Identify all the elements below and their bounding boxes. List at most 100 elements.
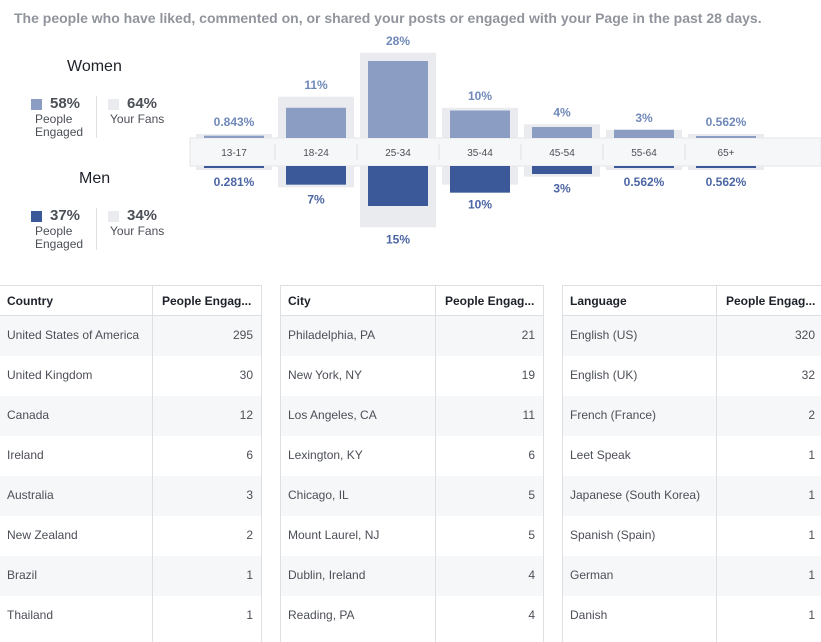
row-name-cell: Ireland <box>7 448 44 462</box>
women-title: Women <box>67 58 122 75</box>
row-name-cell: English (US) <box>570 328 638 342</box>
women-value-label: 28% <box>386 34 410 48</box>
row-name-cell: Reading, PA <box>288 608 355 622</box>
table-header: City People Engag... <box>281 286 543 316</box>
age-category-label: 45-54 <box>549 148 575 159</box>
row-value-cell: 295 <box>232 328 253 342</box>
table-header: Language People Engag... <box>563 286 821 316</box>
table-body: English (US) 320 English (UK) 32 French (Fra… <box>563 316 821 636</box>
table-row: Danish 1 <box>563 596 821 636</box>
row-value-cell: 6 <box>528 448 535 462</box>
women-value-label: 11% <box>304 78 328 92</box>
column-header-country[interactable]: Country <box>7 294 53 308</box>
row-value-cell: 4 <box>528 608 535 622</box>
men-value-label: 0.562% <box>624 175 665 189</box>
row-name-cell: New York, NY <box>288 368 363 382</box>
table-row: United Kingdom 30 <box>0 356 261 396</box>
men-value-label: 7% <box>307 192 325 206</box>
row-value-cell: 5 <box>528 488 535 502</box>
row-value-cell: 3 <box>246 488 253 502</box>
row-name-cell: Los Angeles, CA <box>288 408 377 422</box>
row-name-cell: Dublin, Ireland <box>288 568 366 582</box>
row-name-cell: Leet Speak <box>570 448 631 462</box>
women-value-label: 0.562% <box>706 115 747 129</box>
row-name-cell: Japanese (South Korea) <box>570 488 701 502</box>
men-engaged-bar <box>614 166 674 168</box>
table-header: Country People Engag... <box>0 286 261 316</box>
table-row: English (UK) 32 <box>563 356 821 396</box>
men-fans-label: Your Fans <box>110 224 165 238</box>
column-header-city[interactable]: City <box>288 294 311 308</box>
men-value-label: 3% <box>553 182 571 196</box>
table-row: New York, NY 19 <box>281 356 543 396</box>
age-axis-strip <box>189 137 821 167</box>
row-value-cell: 12 <box>239 408 253 422</box>
men-engaged-stat: 37% People Engaged <box>31 207 101 253</box>
women-engaged-bar <box>450 110 510 138</box>
table-row: Reading, PA 4 <box>281 596 543 636</box>
column-header-people-engaged[interactable]: People Engag... <box>445 294 535 308</box>
men-value-label: 0.281% <box>214 175 255 189</box>
table-row: German 1 <box>563 556 821 596</box>
row-name-cell: Spanish (Spain) <box>570 528 656 542</box>
men-fans-swatch <box>108 211 119 222</box>
row-name-cell: Danish <box>570 608 608 622</box>
row-value-cell: 1 <box>808 528 815 542</box>
age-category-label: 35-44 <box>467 148 493 159</box>
men-engaged-bar <box>450 166 510 193</box>
men-divider <box>96 208 97 250</box>
row-name-cell: Canada <box>7 408 50 422</box>
row-value-cell: 1 <box>246 568 253 582</box>
table-row: Chicago, IL 5 <box>281 476 543 516</box>
row-value-cell: 6 <box>246 448 253 462</box>
column-header-people-engaged[interactable]: People Engag... <box>726 294 816 308</box>
row-value-cell: 30 <box>239 368 253 382</box>
country-table: Country People Engag... United States of A… <box>0 285 262 642</box>
men-value-label: 10% <box>468 198 492 212</box>
row-value-cell: 4 <box>528 568 535 582</box>
age-category-label: 18-24 <box>303 148 329 159</box>
table-row: New Zealand 2 <box>0 516 261 556</box>
table-row: Mount Laurel, NJ 5 <box>281 516 543 556</box>
women-fans-label: Your Fans <box>110 112 165 126</box>
row-value-cell: 1 <box>808 448 815 462</box>
row-value-cell: 21 <box>521 328 535 342</box>
men-fans-stat: 34% Your Fans <box>108 207 178 253</box>
women-divider <box>96 96 97 138</box>
column-header-people-engaged[interactable]: People Engag... <box>162 294 252 308</box>
row-value-cell: 1 <box>808 488 815 502</box>
table-row: Dublin, Ireland 4 <box>281 556 543 596</box>
row-value-cell: 1 <box>808 568 815 582</box>
table-row: United States of America 295 <box>0 316 261 356</box>
table-row: Lexington, KY 6 <box>281 436 543 476</box>
row-value-cell: 11 <box>522 408 535 422</box>
row-name-cell: Brazil <box>7 568 38 582</box>
men-engaged-swatch <box>31 211 42 222</box>
language-table: Language People Engag... English (US) 320 En… <box>562 285 821 642</box>
row-name-cell: Australia <box>7 488 54 502</box>
table-row: English (US) 320 <box>563 316 821 356</box>
table-row: Los Angeles, CA 11 <box>281 396 543 436</box>
age-category-label: 13-17 <box>221 148 247 159</box>
row-value-cell: 1 <box>246 608 253 622</box>
row-value-cell: 32 <box>801 368 815 382</box>
men-engaged-bar <box>204 166 264 168</box>
women-engaged-stat: 58% People Engaged <box>31 95 101 141</box>
row-value-cell: 2 <box>246 528 253 542</box>
men-engaged-bar <box>532 166 592 174</box>
column-divider <box>716 286 717 642</box>
women-engaged-bar <box>286 107 346 138</box>
women-value-label: 0.843% <box>214 115 255 129</box>
row-name-cell: German <box>570 568 614 582</box>
table-row: Canada 12 <box>0 396 261 436</box>
women-engaged-bar <box>368 61 428 138</box>
column-divider <box>435 286 436 642</box>
table-row: Australia 3 <box>0 476 261 516</box>
women-fans-pct: 64% <box>127 95 158 112</box>
row-value-cell: 19 <box>521 368 535 382</box>
age-category-label: 25-34 <box>385 148 411 159</box>
men-engaged-bar <box>696 166 756 168</box>
men-fans-pct: 34% <box>127 207 158 224</box>
column-header-language[interactable]: Language <box>570 294 627 308</box>
women-engaged-label-1: People <box>35 112 73 126</box>
